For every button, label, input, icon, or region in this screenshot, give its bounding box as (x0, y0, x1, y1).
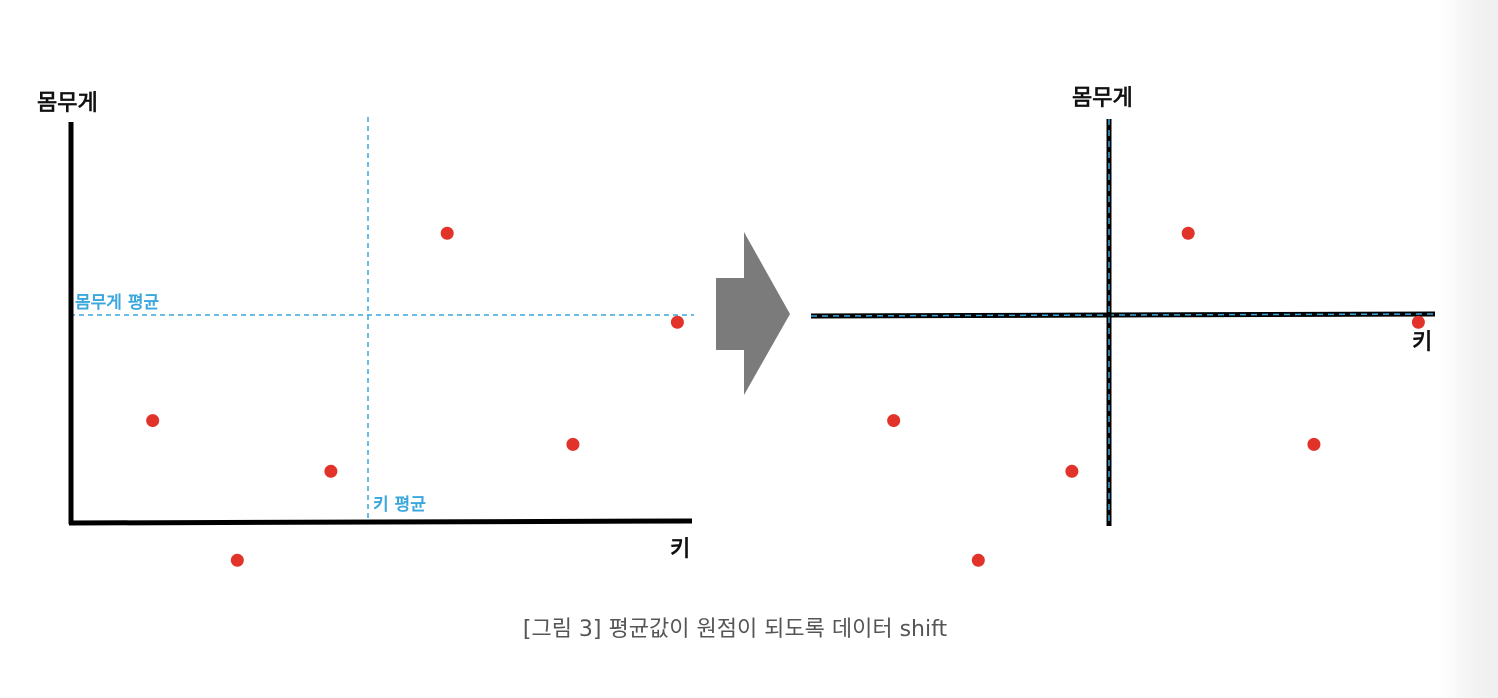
right-y-axis-label: 몸무게 (1072, 86, 1133, 111)
left-y-axis-label: 몸무게 (37, 91, 98, 116)
right-x-axis-dash (810, 313, 1436, 317)
left-x-axis-label: 키 (670, 537, 690, 562)
right-point-2 (971, 553, 985, 567)
right-x-axis-label: 키 (1412, 330, 1432, 355)
right-point-1 (887, 414, 901, 428)
right-point-5 (1307, 437, 1321, 451)
left-scatter-points (146, 226, 684, 567)
left-point-2 (230, 553, 244, 567)
left-point-3 (324, 464, 338, 478)
right-panel: 몸무게 키 (810, 86, 1436, 567)
right-arrow-icon (716, 232, 790, 395)
right-point-4 (1181, 226, 1195, 240)
figure-canvas: 몸무게 키 몸무게 평균 키 평균 몸무게 키 (37, 86, 1436, 567)
left-point-5 (566, 437, 580, 451)
right-point-3 (1065, 464, 1079, 478)
right-point-6 (1411, 315, 1425, 329)
right-scatter-points (887, 226, 1425, 567)
weight-mean-label: 몸무게 평균 (75, 293, 159, 313)
figure-caption: [그림 3] 평균값이 원점이 되도록 데이터 shift (522, 617, 948, 642)
left-panel: 몸무게 키 몸무게 평균 키 평균 (37, 91, 694, 567)
height-mean-label: 키 평균 (373, 495, 426, 515)
left-point-4 (440, 226, 454, 240)
left-point-1 (146, 414, 160, 428)
page-edge-shade (1440, 0, 1498, 698)
left-point-6 (670, 315, 684, 329)
left-x-axis (68, 518, 693, 526)
